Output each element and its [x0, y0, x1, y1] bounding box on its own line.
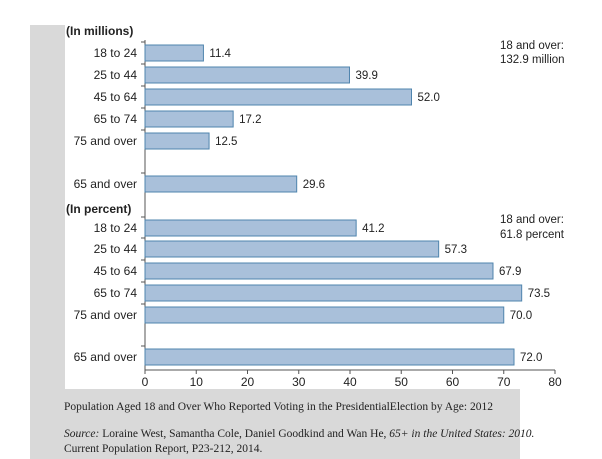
- x-tick-label: 70: [497, 375, 511, 389]
- x-tick-label: 40: [343, 375, 357, 389]
- bar: [144, 219, 357, 237]
- x-tick-label: 80: [548, 375, 562, 389]
- figure-caption: Population Aged 18 and Over Who Reported…: [64, 401, 493, 413]
- value-label: 12.5: [215, 136, 237, 148]
- total-annotation: 18 and over:: [500, 40, 564, 52]
- x-tick-label: 20: [241, 375, 255, 389]
- bar: [144, 306, 505, 324]
- value-label: 11.4: [209, 48, 231, 60]
- value-label: 41.2: [362, 223, 384, 235]
- category-label: 65 to 74: [94, 286, 138, 300]
- bar: [144, 110, 234, 128]
- bar: [144, 284, 523, 302]
- x-tick-label: 60: [446, 375, 460, 389]
- total-annotation: 132.9 million: [500, 54, 565, 66]
- bar: [144, 348, 515, 366]
- bar: [144, 44, 204, 62]
- section-label: (In percent): [66, 202, 131, 216]
- value-label: 67.9: [499, 266, 521, 278]
- value-label: 70.0: [510, 310, 532, 322]
- value-label: 29.6: [303, 179, 325, 191]
- source-line-2: Current Population Report, P23-212, 2014…: [64, 443, 263, 455]
- source-authors: Loraine West, Samantha Cole, Daniel Good…: [99, 428, 390, 440]
- x-tick-label: 10: [190, 375, 204, 389]
- category-label: 25 to 44: [94, 242, 138, 256]
- source-label: Source:: [64, 428, 100, 440]
- bar: [144, 240, 440, 258]
- value-label: 73.5: [528, 288, 550, 300]
- category-label: 18 to 24: [94, 221, 138, 235]
- category-label: 65 and over: [74, 350, 137, 364]
- x-tick-label: 30: [292, 375, 306, 389]
- value-label: 72.0: [520, 352, 542, 364]
- bar: [144, 132, 210, 150]
- value-label: 52.0: [418, 92, 440, 104]
- section-label: (In millions): [66, 24, 133, 38]
- value-label: 17.2: [239, 114, 261, 126]
- category-label: 45 to 64: [94, 264, 138, 278]
- source-line-1: Source: Loraine West, Samantha Cole, Dan…: [64, 428, 534, 440]
- value-label: 57.3: [445, 244, 467, 256]
- x-tick-label: 0: [142, 375, 149, 389]
- category-label: 45 to 64: [94, 90, 138, 104]
- category-label: 18 to 24: [94, 46, 138, 60]
- bar: [144, 88, 412, 106]
- total-annotation: 18 and over:: [500, 214, 564, 226]
- left-margin-band: [30, 25, 65, 459]
- category-label: 65 and over: [74, 177, 137, 191]
- total-annotation: 61.8 percent: [500, 229, 565, 241]
- bar: [144, 175, 298, 193]
- category-label: 25 to 44: [94, 68, 138, 82]
- x-tick-label: 50: [395, 375, 409, 389]
- bar: [144, 66, 350, 84]
- source-title: 65+ in the United States: 2010.: [389, 428, 535, 440]
- category-label: 75 and over: [74, 308, 137, 322]
- category-label: 65 to 74: [94, 112, 138, 126]
- bar: [144, 262, 494, 280]
- category-label: 75 and over: [74, 134, 137, 148]
- value-label: 39.9: [355, 70, 377, 82]
- caption-band: [30, 389, 520, 459]
